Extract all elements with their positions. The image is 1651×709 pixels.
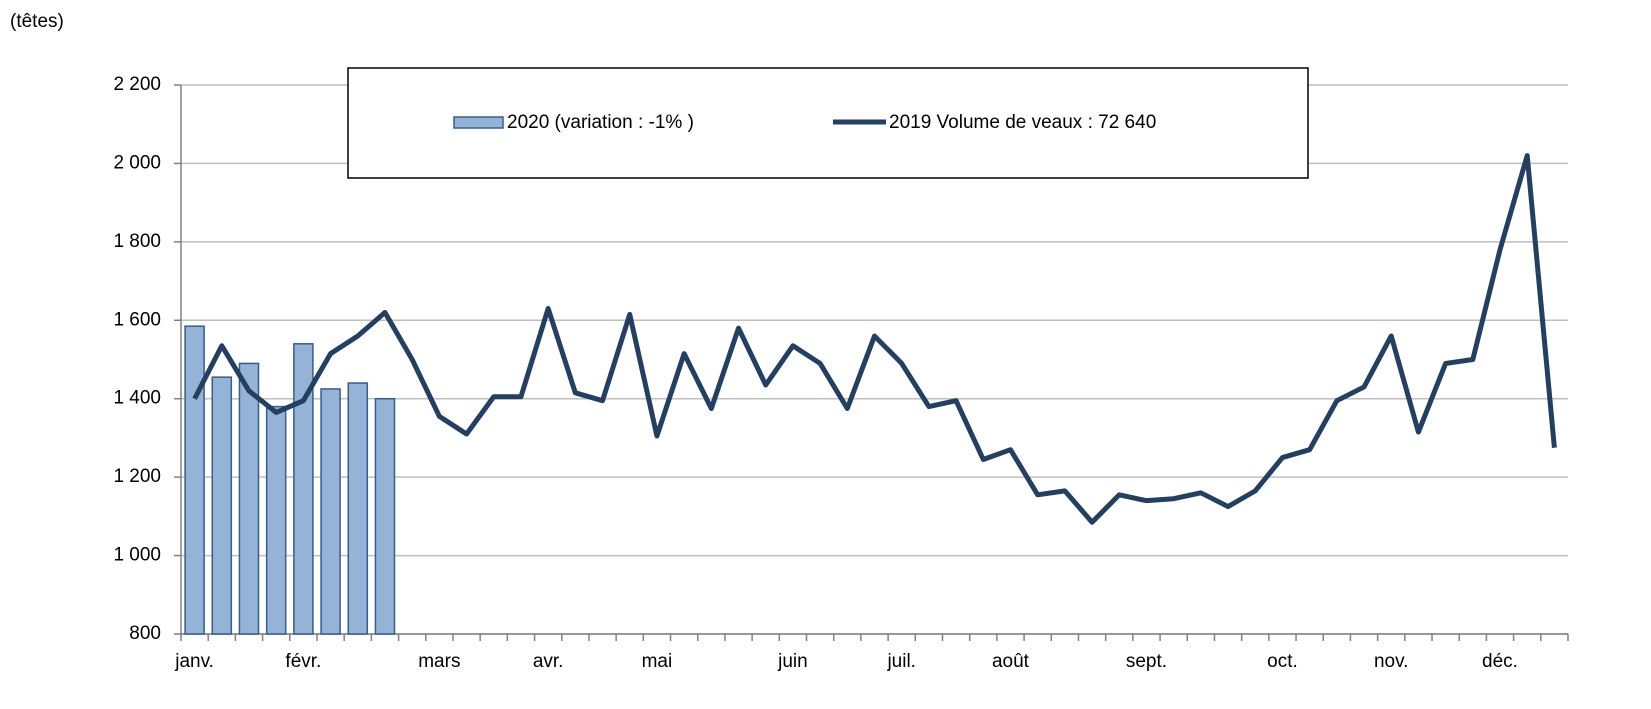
y-tick-label: 2 000 [113,152,161,173]
bar [374,397,396,635]
bar [184,325,205,635]
bar [265,405,287,635]
x-tick-label: nov. [1374,651,1409,672]
legend-swatch [453,116,504,129]
y-tick-label: 1 400 [113,388,161,409]
y-tick-label: 800 [129,623,161,644]
y-tick-label: 2 200 [113,74,161,95]
y-tick-label: 1 200 [113,466,161,487]
legend-label: 2019 Volume de veaux : 72 640 [889,112,1156,133]
legend-label: 2020 (variation : -1% ) [507,112,694,133]
x-tick-label: janv. [174,651,214,672]
x-tick-label: août [992,651,1030,672]
x-tick-label: sept. [1126,651,1167,672]
x-tick-label: oct. [1267,651,1298,672]
x-tick-label: avr. [533,651,564,672]
y-tick-label: 1 600 [113,309,161,330]
x-tick-label: déc. [1482,651,1518,672]
x-tick-label: juil. [886,651,916,672]
bar [238,362,260,635]
line [192,153,1557,525]
bar [293,343,314,635]
legend-box [347,67,1309,179]
x-tick-label: mai [642,651,673,672]
bar [211,376,233,635]
y-tick-label: 1 800 [113,231,161,252]
y-tick-label: 1 000 [113,545,161,566]
x-tick-label: juin [777,651,808,672]
bar [347,382,369,635]
x-tick-label: févr. [285,651,321,672]
y-unit-label: (têtes) [10,11,64,32]
bar [320,388,341,635]
x-tick-label: mars [418,651,460,672]
